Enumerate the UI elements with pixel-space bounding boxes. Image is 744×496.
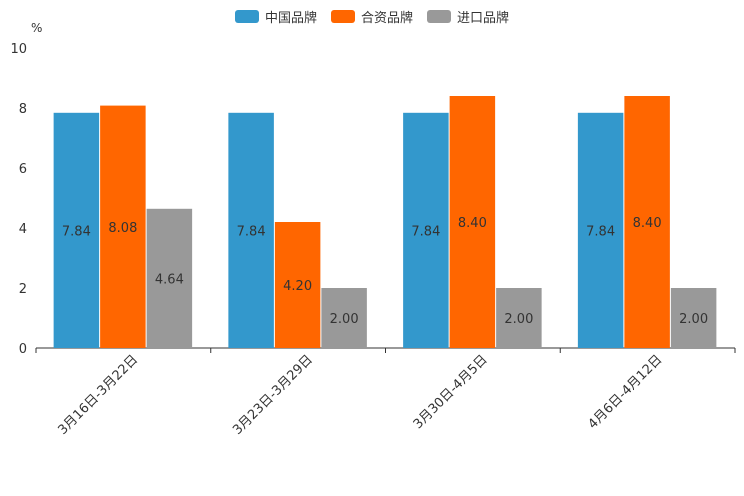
bar-1-3 xyxy=(624,96,670,348)
y-tick-label: 10 xyxy=(10,42,27,57)
bar-value-label: 4.64 xyxy=(155,272,184,287)
x-tick-label: 3月30日-4月5日 xyxy=(411,352,491,432)
bar-value-label: 7.84 xyxy=(62,224,91,239)
x-tick-label: 3月23日-3月29日 xyxy=(230,352,316,438)
bar-2-0 xyxy=(146,208,193,348)
legend-label-china: 中国品牌 xyxy=(264,11,317,26)
bar-value-label: 7.84 xyxy=(586,224,615,239)
bar-value-label: 2.00 xyxy=(504,312,533,327)
legend-swatch-joint xyxy=(330,10,355,23)
y-tick-label: 0 xyxy=(19,342,27,357)
bar-2-2 xyxy=(496,288,542,348)
chart-legend: 中国品牌 合资品牌 进口品牌 xyxy=(0,7,744,26)
bar-1-2 xyxy=(449,96,496,348)
bar-value-label: 8.40 xyxy=(633,216,662,231)
bar-value-label: 7.84 xyxy=(411,224,440,239)
legend-swatch-imported xyxy=(427,10,451,23)
bar-value-label: 8.40 xyxy=(458,216,487,231)
y-tick-label: 8 xyxy=(19,102,27,117)
bar-0-3 xyxy=(577,112,624,348)
y-tick-label: 4 xyxy=(19,222,27,237)
bar-1-1 xyxy=(274,222,321,348)
y-tick-label: 6 xyxy=(19,162,27,177)
x-tick-label: 4月6日-4月12日 xyxy=(586,352,666,432)
x-tick-label: 3月16日-3月22日 xyxy=(55,352,141,438)
legend-label-joint: 合资品牌 xyxy=(360,11,413,26)
bar-0-0 xyxy=(53,112,100,348)
bar-value-label: 8.08 xyxy=(108,221,137,236)
y-tick-label: 2 xyxy=(19,282,27,297)
bar-2-1 xyxy=(321,288,367,348)
bar-0-2 xyxy=(403,112,449,348)
y-axis-unit: % xyxy=(31,21,43,35)
bar-value-label: 2.00 xyxy=(679,312,708,327)
bar-2-3 xyxy=(670,288,717,348)
bar-value-label: 7.84 xyxy=(237,224,266,239)
bar-0-1 xyxy=(228,112,274,348)
legend-item-imported[interactable]: 进口品牌 xyxy=(427,7,509,26)
legend-swatch-china xyxy=(234,10,259,23)
legend-item-joint-venture[interactable]: 合资品牌 xyxy=(330,7,413,26)
bar-1-0 xyxy=(100,105,146,348)
legend-label-imported: 进口品牌 xyxy=(457,11,510,26)
legend-item-china-brand[interactable]: 中国品牌 xyxy=(234,7,317,26)
bar-value-label: 2.00 xyxy=(330,312,359,327)
bar-value-label: 4.20 xyxy=(283,279,312,294)
